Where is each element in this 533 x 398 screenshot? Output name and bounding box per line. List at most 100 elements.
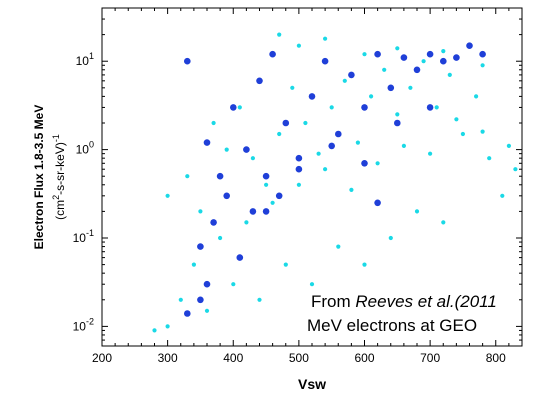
data-point (362, 262, 367, 267)
data-point (454, 117, 459, 122)
data-point (440, 57, 447, 65)
data-point (203, 280, 211, 288)
data-point (277, 131, 282, 137)
data-point (197, 243, 204, 250)
data-point (375, 161, 380, 166)
y-tick-label: 10-1 (73, 228, 94, 245)
data-point (428, 151, 433, 156)
data-point (500, 193, 505, 198)
data-point (185, 174, 190, 179)
data-point (296, 182, 301, 187)
y-tick-label: 100 (76, 140, 94, 157)
data-point (479, 50, 486, 58)
data-point (256, 77, 263, 85)
data-point (374, 50, 381, 58)
data-point (244, 220, 249, 225)
data-point (165, 193, 170, 198)
data-point (262, 208, 270, 215)
data-point (275, 192, 283, 200)
annotation-line-1: From Reeves et al.(2011 (311, 292, 497, 311)
data-point (250, 156, 255, 161)
data-point (323, 36, 328, 41)
data-point (197, 296, 204, 304)
y-units-open: (cm (53, 200, 67, 220)
y-axis-units-group: (cm2-s-sr-keV)-1 (51, 134, 67, 220)
data-point (434, 105, 439, 110)
data-point (152, 328, 157, 333)
data-point (408, 85, 413, 90)
data-point (224, 147, 229, 152)
x-tick-label: 600 (354, 351, 374, 365)
annotation-from: From (311, 292, 355, 311)
data-point (328, 142, 336, 150)
annotation-citation: Reeves et al.(2011 (355, 292, 496, 311)
y-tick-label: 10-2 (73, 316, 94, 333)
data-point (400, 54, 408, 61)
data-point (262, 172, 270, 180)
data-point (466, 42, 473, 49)
data-point (203, 139, 211, 146)
data-point (230, 104, 237, 111)
axis-ticks: 200 300 400 500 600 700 800 10-2 10-1 100 101 (73, 7, 523, 365)
data-point (447, 72, 452, 77)
data-point (204, 308, 210, 313)
data-point (295, 165, 303, 173)
x-tick-label: 400 (223, 351, 243, 365)
data-point (210, 219, 217, 226)
data-point (369, 94, 374, 99)
data-point (264, 182, 269, 187)
data-point (480, 129, 485, 134)
y-units-sup1: 2 (51, 195, 61, 200)
y-axis-units: (cm2-s-sr-keV)-1 (51, 134, 67, 220)
data-point (506, 143, 511, 148)
data-point (308, 93, 316, 100)
x-tick-label: 800 (486, 351, 506, 365)
data-point (362, 52, 367, 57)
data-point (236, 254, 244, 261)
data-point (474, 94, 479, 99)
x-tick-label: 500 (289, 351, 309, 365)
data-point (290, 85, 295, 90)
data-point (487, 156, 492, 161)
data-point (361, 160, 368, 167)
data-point (441, 49, 446, 54)
data-point (257, 297, 262, 302)
data-point (460, 131, 465, 137)
data-point (348, 71, 355, 79)
data-point (211, 120, 216, 126)
y-units-mid: -s-sr-keV) (53, 142, 67, 195)
data-point (513, 167, 518, 172)
y-axis-title-group: Electron Flux 1.8-3.5 MeV (32, 105, 46, 250)
data-point (184, 57, 191, 65)
data-point (178, 297, 183, 302)
data-point (237, 105, 242, 110)
data-point (223, 192, 230, 200)
data-point (361, 104, 368, 111)
data-point (426, 50, 434, 58)
data-points (152, 32, 518, 333)
data-point (388, 235, 393, 241)
data-point (382, 67, 387, 72)
data-point (231, 282, 236, 287)
x-tick-label: 700 (420, 351, 440, 365)
annotation-line-2: MeV electrons at GEO (307, 316, 477, 335)
data-point (394, 119, 401, 127)
y-axis-title: Electron Flux 1.8-3.5 MeV (32, 105, 46, 250)
data-point (355, 140, 360, 145)
x-tick-label: 200 (92, 351, 112, 365)
data-point (329, 105, 334, 110)
data-point (249, 208, 257, 215)
data-point (480, 63, 485, 68)
data-point (426, 104, 434, 111)
data-point (413, 66, 421, 74)
data-point (270, 200, 275, 205)
data-point (323, 167, 328, 172)
data-point (269, 50, 276, 58)
data-point (282, 119, 290, 127)
data-point (191, 262, 196, 267)
data-point (295, 154, 303, 162)
data-point (198, 209, 203, 214)
data-point (243, 146, 250, 153)
y-tick-label: 101 (76, 51, 94, 68)
